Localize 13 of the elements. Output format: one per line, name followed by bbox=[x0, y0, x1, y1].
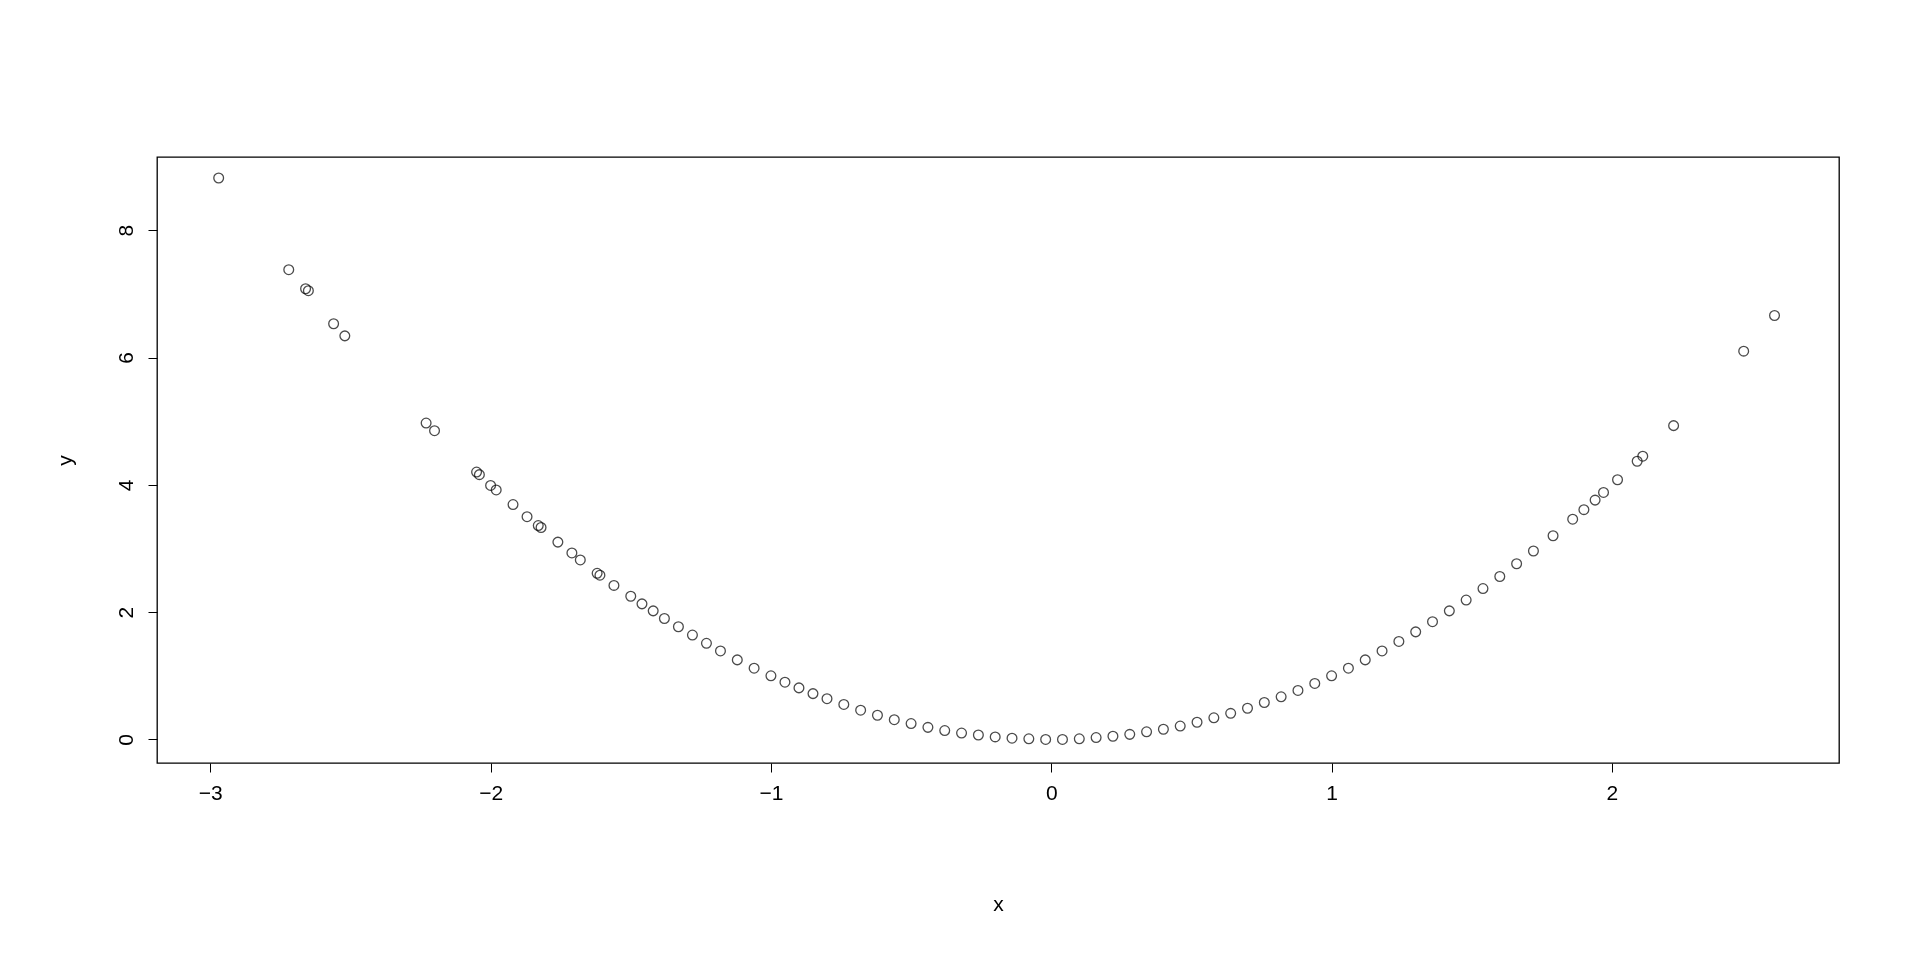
y-tick-label: 2 bbox=[113, 606, 137, 619]
x-tick-label: 2 bbox=[1606, 780, 1619, 804]
x-tick-label: 0 bbox=[1045, 780, 1058, 804]
y-tick-label: 0 bbox=[113, 734, 137, 746]
x-tick-label: −1 bbox=[759, 780, 784, 804]
x-tick-label: −3 bbox=[198, 780, 223, 804]
x-tick-label: 1 bbox=[1326, 780, 1338, 804]
y-tick-label: 6 bbox=[113, 352, 137, 364]
x-axis-title: x bbox=[993, 891, 1005, 915]
y-tick-label: 4 bbox=[113, 479, 137, 492]
y-axis-title: y bbox=[52, 454, 76, 466]
x-tick-label: −2 bbox=[479, 780, 504, 804]
y-tick-label: 8 bbox=[113, 224, 137, 237]
